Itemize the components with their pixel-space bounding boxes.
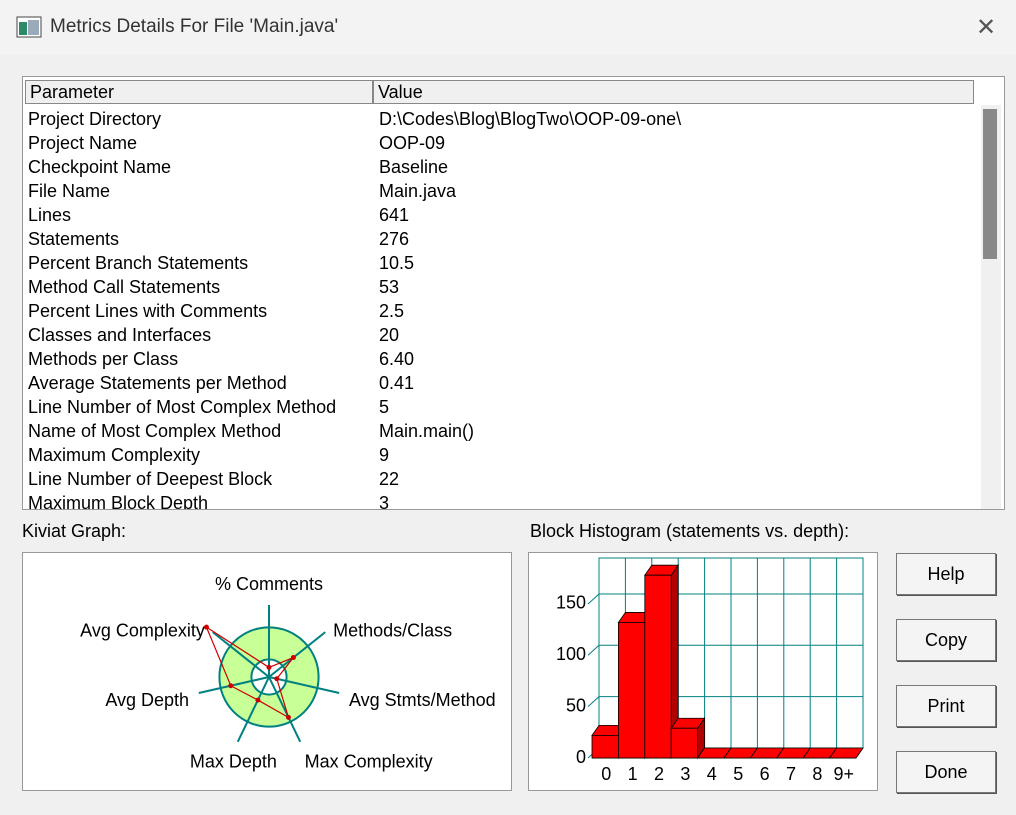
parameter-cell: Method Call Statements [28,277,221,297]
value-cell: 6.40 [379,349,415,369]
bar [591,735,619,759]
parameter-cell: Line Number of Deepest Block [28,469,273,489]
value-cell: 2.5 [379,301,405,321]
x-tick-label: 2 [654,764,664,784]
axis-line [268,676,340,694]
kiviat-graph: % Comments Methods/Class Avg Stmts/Method M… [22,552,512,791]
axis-line [198,676,270,694]
kiviat-point [203,624,209,630]
y-tick-label: 150 [556,593,586,613]
bar-top [828,747,864,759]
axis-line [268,631,326,678]
value-cell: 3 [379,493,390,510]
normal-band [218,626,320,728]
parameter-cell: Percent Branch Statements [28,253,249,273]
bar [670,727,698,759]
value-cell: 9 [379,445,390,465]
column-header[interactable]: Value [373,80,974,104]
bar [644,574,672,759]
close-button[interactable]: ✕ [975,14,997,41]
button[interactable]: Print [896,685,996,727]
kiviat-polygon [205,625,296,719]
kiviat-point [274,676,280,682]
y-tick-label: 50 [566,695,586,715]
x-tick-label: 9+ [834,764,855,784]
button[interactable]: Done [896,751,996,793]
scroll-thumb[interactable] [983,109,997,259]
kiviat-point [266,664,272,670]
axis-label: Avg Complexity [80,621,205,641]
axis-label: % Comments [215,574,323,594]
window-title: Metrics Details For File 'Main.java' [50,16,339,37]
tick-mark [587,644,600,656]
column-header[interactable]: Parameter [25,80,373,104]
kiviat-point [285,714,291,720]
parameter-cell: Average Statements per Method [28,373,287,393]
y-tick-label: 0 [576,747,586,767]
parameter-cell: Statements [28,229,120,249]
x-tick-label: 6 [760,764,770,784]
value-cell: 20 [379,325,400,345]
x-tick-label: 7 [786,764,796,784]
button[interactable]: Help [896,553,996,595]
parameter-cell: Name of Most Complex Method [28,421,282,441]
value-cell: OOP-09 [379,133,446,153]
value-cell: Main.main() [379,421,475,441]
parameter-cell: Lines [28,205,72,225]
kiviat-point [290,655,296,661]
axis-label: Avg Stmts/Method [349,690,496,710]
parameter-cell: Project Directory [28,109,162,129]
value-cell: 22 [379,469,400,489]
title-bar: Metrics Details For File 'Main.java' ✕ [0,0,1016,55]
axis-line [268,676,302,743]
parameter-cell: Maximum Block Depth [28,493,209,510]
x-tick-label: 5 [733,764,743,784]
x-tick-label: 1 [628,764,638,784]
value-cell: D:\Codes\Blog\BlogTwo\OOP-09-one\ [379,109,682,129]
x-tick-label: 0 [601,764,611,784]
chart-title: Kiviat Graph: [22,521,127,541]
value-cell: 0.41 [379,373,415,393]
app-icon [16,16,42,38]
value-cell: 5 [379,397,390,417]
metrics-table: Parameter Value Project Directory D:\Code… [22,76,1005,510]
axis-label: Max Complexity [305,752,433,772]
axis-line [236,676,270,743]
parameter-cell: Line Number of Most Complex Method [28,397,337,417]
chart-title: Block Histogram (statements vs. depth): [530,521,850,541]
tick-mark [587,696,600,708]
kiviat-point [255,697,261,703]
value-cell: 641 [379,205,410,225]
axis-label: Methods/Class [333,621,452,641]
axis-label: Avg Depth [105,690,189,710]
parameter-cell: Maximum Complexity [28,445,201,465]
axis-label: Max Depth [190,752,277,772]
x-tick-label: 4 [707,764,717,784]
value-cell: Baseline [379,157,449,177]
parameter-cell: Checkpoint Name [28,157,172,177]
parameter-cell: File Name [28,181,111,201]
bar [618,622,646,759]
parameter-cell: Classes and Interfaces [28,325,212,345]
button[interactable]: Copy [896,619,996,661]
value-cell: 53 [379,277,400,297]
value-cell: Main.java [379,181,457,201]
parameter-cell: Percent Lines with Comments [28,301,268,321]
parameter-cell: Methods per Class [28,349,179,369]
value-cell: 276 [379,229,410,249]
parameter-cell: Project Name [28,133,138,153]
value-cell: 10.5 [379,253,415,273]
x-tick-label: 3 [680,764,690,784]
x-tick-label: 8 [812,764,822,784]
axis-line [212,631,270,678]
tick-mark [587,593,600,605]
kiviat-point [228,683,234,689]
y-tick-label: 100 [556,644,586,664]
